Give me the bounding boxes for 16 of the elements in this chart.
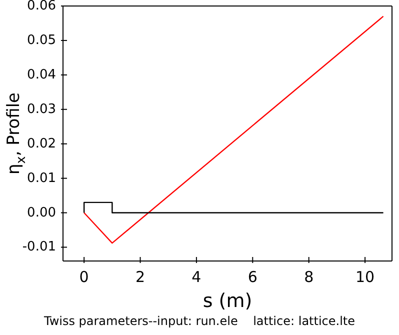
x-tick-label: 10 [355, 268, 375, 286]
y-tick-label: 0.02 [27, 136, 56, 152]
y-tick-label: -0.01 [22, 240, 56, 255]
y-tick-label: 0.00 [27, 205, 56, 220]
x-tick-label: 8 [304, 268, 314, 286]
x-tick-label: 2 [135, 268, 146, 286]
x-tick-label: 6 [248, 268, 258, 286]
x-tick-label: 0 [79, 268, 89, 286]
x-axis-title: s (m) [202, 290, 252, 312]
y-tick-label: 0.03 [27, 102, 56, 117]
y-tick-label: 0.01 [27, 170, 56, 186]
y-tick-label: 0.04 [27, 67, 56, 82]
x-tick-label: 4 [192, 268, 202, 286]
y-tick-label: 0.05 [27, 32, 56, 48]
y-tick-label: 0.06 [27, 0, 56, 14]
text: Twiss parameters--input: run.ele lattice: lattice.lte [42, 314, 356, 328]
